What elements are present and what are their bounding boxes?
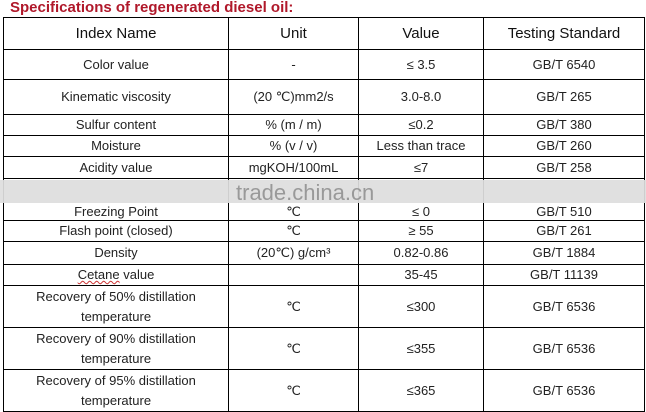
index-name-cell: Moisture — [3, 135, 229, 157]
standard-cell: GB/T 258 — [483, 156, 645, 179]
unit-cell: - — [228, 49, 359, 80]
standard-cell: GB/T 11139 — [483, 264, 645, 286]
table-row: Recovery of 90% distillation temperature… — [3, 327, 645, 370]
index-name-cell: Sulfur content — [3, 114, 229, 136]
index-name-cell: Recovery of 50% distillation temperature — [3, 285, 229, 328]
unit-cell: (20 ℃)mm2/s — [228, 79, 359, 115]
value-cell: 0.82-0.86 — [358, 241, 484, 265]
value-cell: 3.0-8.0 — [358, 79, 484, 115]
table-header-row: Index Name Unit Value Testing Standard — [3, 17, 645, 50]
standard-cell: GB/T 1884 — [483, 241, 645, 265]
column-header: Index Name — [3, 17, 229, 50]
index-name-cell: Acidity value — [3, 156, 229, 179]
value-cell: ≤7 — [358, 156, 484, 179]
value-cell: ≤355 — [358, 327, 484, 370]
table-row: Flash point (closed) ℃ ≥ 55 GB/T 261 — [3, 220, 645, 242]
value-cell: 35-45 — [358, 264, 484, 286]
value-cell: ≤300 — [358, 285, 484, 328]
standard-cell: GB/T 260 — [483, 135, 645, 157]
unit-cell: ℃ — [228, 369, 359, 412]
standard-cell: GB/T 6536 — [483, 369, 645, 412]
value-cell: ≤365 — [358, 369, 484, 412]
unit-cell: % (v / v) — [228, 135, 359, 157]
column-header: Value — [358, 17, 484, 50]
standard-cell: GB/T 265 — [483, 79, 645, 115]
column-header: Unit — [228, 17, 359, 50]
index-name-cell: Cetane value — [3, 264, 229, 286]
index-name-cell: Recovery of 90% distillation temperature — [3, 327, 229, 370]
value-cell: ≤0.2 — [358, 114, 484, 136]
standard-cell: GB/T 6536 — [483, 285, 645, 328]
value-cell: Less than trace — [358, 135, 484, 157]
spec-table: Index Name Unit Value Testing Standard C… — [3, 17, 645, 412]
index-name-cell: Kinematic viscosity — [3, 79, 229, 115]
index-name-cell: Density — [3, 241, 229, 265]
table-row: Cetane value 35-45 GB/T 11139 — [3, 264, 645, 286]
table-row: Acidity value mgKOH/100mL ≤7 GB/T 258 — [3, 156, 645, 179]
table-row: Kinematic viscosity (20 ℃)mm2/s 3.0-8.0 GB/… — [3, 79, 645, 115]
table-row: Density (20℃) g/cm³ 0.82-0.86 GB/T 1884 — [3, 241, 645, 265]
unit-cell — [228, 264, 359, 286]
table-row: Sulfur content% (m / m) ≤0.2 GB/T 380 — [3, 114, 645, 136]
unit-cell: ℃ — [228, 327, 359, 370]
unit-cell: ℃ — [228, 220, 359, 242]
table-row: Recovery of 50% distillation temperature… — [3, 285, 645, 328]
standard-cell: GB/T 6540 — [483, 49, 645, 80]
table-row: Recovery of 95% distillation temperature… — [3, 369, 645, 412]
index-name-cell: Flash point (closed) — [3, 220, 229, 242]
value-cell: ≤ 3.5 — [358, 49, 484, 80]
table-row: Color value - ≤ 3.5 GB/T 6540 — [3, 49, 645, 80]
page-title: Specifications of regenerated diesel oil… — [10, 0, 294, 16]
standard-cell: GB/T 380 — [483, 114, 645, 136]
value-cell: ≥ 55 — [358, 220, 484, 242]
standard-cell: GB/T 6536 — [483, 327, 645, 370]
table-row: Moisture% (v / v) Less than trace GB/T 260 — [3, 135, 645, 157]
watermark: trade.china.cn — [236, 180, 375, 205]
standard-cell: GB/T 261 — [483, 220, 645, 242]
unit-cell: ℃ — [228, 285, 359, 328]
unit-cell: mgKOH/100mL — [228, 156, 359, 179]
column-header: Testing Standard — [483, 17, 645, 50]
index-name-cell: Color value — [3, 49, 229, 80]
unit-cell: (20℃) g/cm³ — [228, 241, 359, 265]
watermark-band — [0, 180, 646, 203]
index-name-cell: Recovery of 95% distillation temperature — [3, 369, 229, 412]
unit-cell: % (m / m) — [228, 114, 359, 136]
